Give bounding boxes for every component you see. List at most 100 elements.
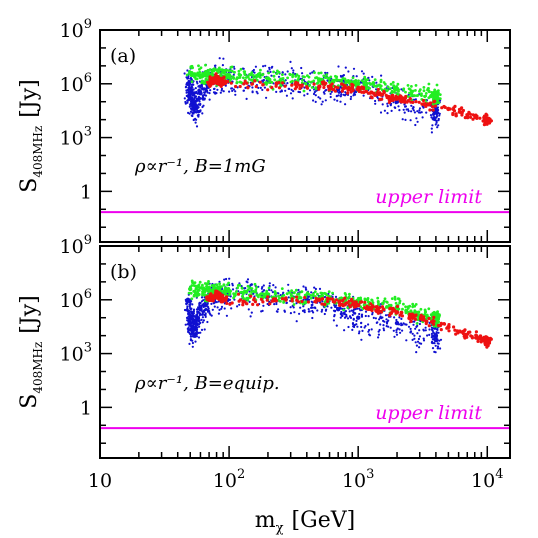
panel-0-blue-cloud-dot bbox=[263, 86, 266, 89]
panel-a-frame bbox=[99, 29, 511, 243]
panel-0-green-cloud-dot bbox=[191, 74, 195, 77]
panel-0-green-cloud-dot bbox=[327, 77, 331, 81]
panel-0-blue-cloud-dot bbox=[416, 120, 419, 123]
panel-0-blue-cloud-dot bbox=[430, 116, 433, 119]
panel-0-red-cloud-dot bbox=[322, 85, 326, 90]
panel-0-red-cloud-dot bbox=[430, 105, 435, 109]
panel-1-blue-cloud-dot bbox=[398, 316, 401, 319]
panel-0-red-cloud-dot bbox=[454, 112, 458, 116]
panel-0-blue-cloud-dot bbox=[215, 92, 218, 95]
panel-1-green-cloud-dot bbox=[417, 310, 421, 314]
panel-1-blue-cloud-dot bbox=[248, 300, 251, 303]
panel-1-green-cloud-dot bbox=[320, 291, 324, 295]
panel-1-blue-cloud-dot bbox=[433, 334, 436, 337]
panel-0-green-cloud-dot bbox=[424, 92, 428, 95]
panel-1-red-cloud-dot bbox=[290, 299, 294, 303]
panel-0-blue-cloud-dot bbox=[414, 98, 417, 101]
panel-0-green-cloud-dot bbox=[300, 78, 304, 82]
panel-1-red-cloud-dot bbox=[485, 342, 489, 346]
panel-1-green-cloud-dot bbox=[376, 300, 380, 304]
panel-1-blue-cloud-dot bbox=[186, 305, 189, 308]
panel-1-blue-cloud-dot bbox=[311, 316, 314, 320]
panel-0-green-cloud-dot bbox=[235, 81, 239, 84]
panel-0-green-cloud-dot bbox=[363, 80, 367, 84]
panel-1-green-cloud-dot bbox=[206, 282, 210, 286]
panel-0-green-cloud-dot bbox=[188, 70, 192, 73]
panel-1-green-cloud-dot bbox=[290, 289, 293, 293]
panel-0-green-cloud-dot bbox=[273, 78, 277, 82]
panel-0-green-cloud-dot bbox=[218, 66, 221, 70]
panel-0-blue-cloud-dot bbox=[197, 109, 200, 113]
panel-0-blue-cloud-dot bbox=[344, 103, 347, 106]
panel-0-green-cloud-dot bbox=[242, 70, 246, 73]
panel-1-green-cloud-dot bbox=[279, 300, 282, 303]
panel-0-blue-cloud-dot bbox=[435, 111, 438, 114]
panel-1-green-cloud-dot bbox=[394, 301, 398, 305]
panel-1-y-tick-label: 109 bbox=[60, 233, 92, 258]
panel-1-blue-cloud-dot bbox=[415, 344, 418, 347]
panel-0-green-cloud-dot bbox=[239, 67, 243, 71]
panel-0-blue-cloud-dot bbox=[353, 92, 356, 95]
panel-0-blue-cloud-dot bbox=[197, 115, 200, 118]
panel-1-blue-cloud-dot bbox=[304, 286, 307, 289]
panel-1-green-cloud-dot bbox=[389, 303, 393, 307]
panel-1-blue-cloud-dot bbox=[215, 301, 218, 304]
panel-1-red-cloud-dot bbox=[484, 338, 488, 342]
panel-0-blue-cloud-dot bbox=[285, 94, 288, 97]
panel-0-red-cloud-dot bbox=[212, 76, 216, 80]
panel-1-green-cloud-dot bbox=[244, 291, 248, 294]
panel-0-blue-cloud-dot bbox=[192, 88, 195, 91]
panel-0-blue-cloud-dot bbox=[188, 105, 191, 108]
panel-1-blue-point-10 bbox=[356, 315, 361, 320]
panel-1-blue-cloud-dot bbox=[372, 316, 375, 319]
panel-1-blue-cloud-dot bbox=[321, 300, 324, 303]
panel-1-blue-cloud-dot bbox=[358, 307, 361, 310]
panel-1-blue-cloud-dot bbox=[186, 319, 189, 322]
panel-1-blue-cloud-dot bbox=[399, 331, 402, 334]
panel-1-blue-cloud-dot bbox=[188, 321, 191, 324]
panel-1-blue-cloud-dot bbox=[188, 303, 191, 306]
panel-1-blue-cloud-dot bbox=[188, 342, 191, 345]
panel-0-blue-cloud-dot bbox=[412, 109, 415, 112]
panel-1-blue-cloud-dot bbox=[272, 284, 275, 287]
panel-0-blue-cloud-dot bbox=[337, 65, 340, 68]
panel-1-blue-cloud-dot bbox=[204, 302, 207, 305]
panel-0-blue-cloud-dot bbox=[429, 114, 433, 117]
panel-1-blue-cloud-dot bbox=[411, 338, 414, 341]
panel-1-y-tick-label: 103 bbox=[60, 341, 92, 366]
panel-1-green-cloud-dot bbox=[425, 315, 428, 318]
panel-1-blue-cloud-dot bbox=[187, 315, 190, 318]
panel-1-green-cloud-dot bbox=[274, 291, 277, 295]
panel-0-blue-cloud-dot bbox=[222, 57, 225, 60]
panel-0-blue-cloud-dot bbox=[185, 91, 188, 94]
panel-0-red-cloud-dot bbox=[224, 81, 228, 85]
panel-0-blue-cloud-dot bbox=[206, 86, 209, 89]
panel-0-blue-cloud-dot bbox=[197, 89, 200, 93]
panel-0-green-cloud-dot bbox=[389, 82, 393, 86]
panel-0-red-cloud-dot bbox=[417, 100, 421, 104]
panel-1-green-cloud-dot bbox=[208, 285, 211, 289]
panel-0-blue-cloud-dot bbox=[362, 72, 365, 75]
panel-1-green-cloud-dot bbox=[435, 314, 438, 318]
panel-0-red-cloud-dot bbox=[250, 82, 254, 86]
panel-1-blue-cloud-dot bbox=[433, 350, 436, 353]
panel-0-blue-cloud-dot bbox=[216, 88, 219, 91]
panel-1-blue-cloud-dot bbox=[218, 308, 221, 311]
panel-0-blue-cloud-dot bbox=[254, 65, 257, 68]
panel-0-red-cloud-dot bbox=[489, 119, 493, 123]
panel-0-red-cloud-dot bbox=[481, 119, 485, 123]
panel-1-green-cloud-dot bbox=[192, 289, 196, 293]
panel-1-blue-cloud-dot bbox=[186, 299, 189, 302]
panel-0-blue-cloud-dot bbox=[251, 86, 254, 89]
panel-0-green-cloud-dot bbox=[227, 69, 231, 73]
panel-0-blue-cloud-dot bbox=[421, 116, 424, 119]
panel-0-blue-cloud-dot bbox=[312, 92, 316, 96]
panel-0-blue-cloud-dot bbox=[270, 66, 273, 69]
panel-0-blue-cloud-dot bbox=[292, 90, 295, 93]
panel-0-blue-cloud-dot bbox=[344, 66, 347, 69]
panel-0-blue-cloud-dot bbox=[261, 88, 264, 91]
panel-0-red-cloud-dot bbox=[277, 86, 282, 90]
panel-1-blue-cloud-dot bbox=[191, 339, 194, 342]
panel-1-blue-cloud-dot bbox=[198, 311, 201, 314]
